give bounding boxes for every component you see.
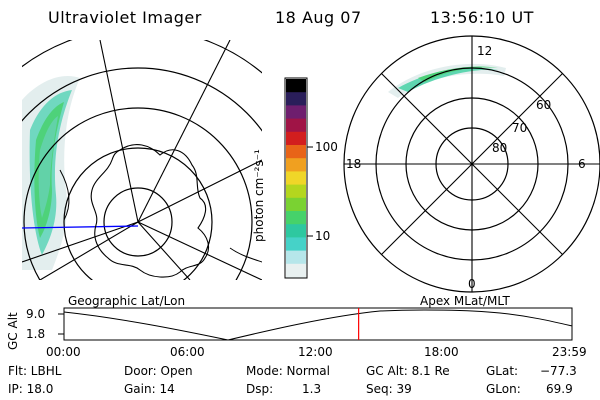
colorbar-segment (286, 263, 306, 278)
timeline-xtick-2359: 23:59 (552, 345, 587, 359)
colorbar-tick-10: 10 (315, 229, 331, 243)
mlt-label-6: 6 (578, 157, 586, 171)
colorbar-segment (286, 224, 306, 238)
colorbar-segment (286, 158, 306, 172)
glon-label: GLon: (486, 382, 521, 396)
mlt-label-18: 18 (346, 157, 362, 171)
mlat-label-70: 70 (512, 121, 528, 135)
glat-value: −77.3 (540, 364, 577, 378)
time-label: 13:56:10 UT (430, 8, 534, 27)
timeline-xtick-1800: 18:00 (424, 345, 459, 359)
colorbar-axis-label: photon cm⁻²s⁻¹ (252, 149, 266, 242)
colorbar-segment (286, 131, 306, 146)
mode-info: Mode: Normal (246, 364, 330, 378)
gc-alt-info: GC Alt: 8.1 Re (366, 364, 450, 378)
altitude-timeline (58, 307, 573, 341)
filter-info: Flt: LBHL (8, 364, 62, 378)
seq-info: Seq: 39 (366, 382, 412, 396)
glat-label: GLat: (486, 364, 519, 378)
colorbar-tick-100: 100 (315, 140, 338, 154)
mlat-label-80: 80 (492, 141, 508, 155)
aurora-emission-geographic (22, 76, 80, 270)
door-info: Door: Open (124, 364, 193, 378)
apex-polar-plot (343, 35, 600, 293)
glon-value: 69.9 (546, 382, 573, 396)
colorbar-segment (286, 237, 306, 252)
date-label: 18 Aug 07 (275, 8, 362, 27)
timeline-ytick-low: 1.8 (26, 327, 46, 341)
antarctica-coastline (90, 144, 210, 278)
colorbar-segment (286, 105, 306, 120)
timeline-ytick-high: 9.0 (26, 307, 46, 321)
ip-info: IP: 18.0 (8, 382, 54, 396)
mlat-label-60: 60 (536, 98, 552, 112)
colorbar-segment (286, 118, 306, 133)
timeline-xtick-1200: 12:00 (298, 345, 333, 359)
colorbar (284, 77, 313, 279)
colorbar-segment (286, 145, 306, 159)
colorbar-segment (286, 171, 306, 186)
dsp-value: 1.3 (302, 382, 322, 396)
instrument-title: Ultraviolet Imager (48, 8, 202, 27)
apex-label: Apex MLat/MLT (420, 294, 510, 308)
colorbar-segment (286, 211, 306, 225)
mlt-label-12: 12 (477, 44, 493, 58)
altitude-curve (63, 309, 573, 341)
geographic-map (22, 40, 262, 280)
dsp-label: Dsp: (246, 382, 274, 396)
timeline-ylabel: GC Alt (6, 312, 20, 350)
colorbar-segment (286, 92, 306, 106)
mlt-label-0: 0 (468, 277, 476, 291)
timeline-xtick-0600: 06:00 (170, 345, 205, 359)
geographic-label: Geographic Lat/Lon (68, 294, 186, 308)
colorbar-segment (286, 250, 306, 265)
gain-info: Gain: 14 (124, 382, 175, 396)
timeline-xtick-0000: 00:00 (46, 345, 81, 359)
terminator-line (22, 225, 139, 229)
colorbar-segment (286, 197, 306, 212)
colorbar-segment (286, 184, 306, 199)
colorbar-segment (286, 79, 306, 93)
